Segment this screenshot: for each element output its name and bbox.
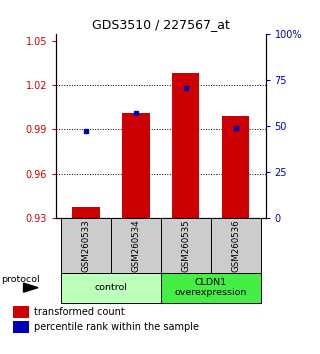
Bar [61,218,111,273]
Bar [61,273,161,303]
Text: GSM260534: GSM260534 [131,219,140,272]
Text: percentile rank within the sample: percentile rank within the sample [34,321,199,332]
Bar [111,218,161,273]
Text: CLDN1
overexpression: CLDN1 overexpression [174,278,247,297]
Bar [122,113,149,218]
Bar [161,218,211,273]
Bar [211,218,260,273]
Polygon shape [24,283,38,292]
Bar [161,273,260,303]
Bar [172,73,199,218]
Text: GSM260536: GSM260536 [231,219,240,272]
Bar [12,320,29,333]
Text: control: control [94,283,127,292]
Bar [72,207,100,218]
Text: protocol: protocol [1,275,40,284]
Title: GDS3510 / 227567_at: GDS3510 / 227567_at [92,18,230,31]
Text: GSM260535: GSM260535 [181,219,190,272]
Bar [222,116,249,218]
Bar [12,306,29,318]
Text: transformed count: transformed count [34,307,125,316]
Text: GSM260533: GSM260533 [82,219,91,272]
